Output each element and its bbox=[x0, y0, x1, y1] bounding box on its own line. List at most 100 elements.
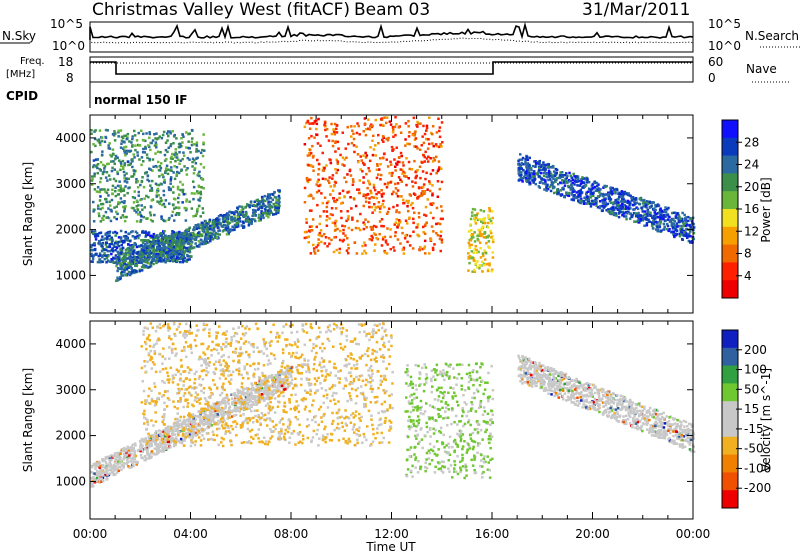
data-cell bbox=[401, 248, 404, 252]
data-cell bbox=[123, 215, 126, 219]
data-cell bbox=[603, 204, 606, 208]
data-cell bbox=[128, 263, 131, 266]
data-cell bbox=[394, 187, 398, 190]
data-cell bbox=[365, 172, 368, 176]
data-cell bbox=[237, 406, 241, 409]
data-cell bbox=[647, 218, 650, 222]
data-cell bbox=[128, 140, 131, 143]
data-cell bbox=[269, 200, 273, 204]
data-cell bbox=[680, 233, 683, 236]
data-cell bbox=[104, 128, 108, 132]
data-cell bbox=[200, 221, 204, 224]
data-cell bbox=[541, 182, 545, 185]
data-cell bbox=[303, 143, 307, 146]
data-cell bbox=[195, 147, 198, 151]
data-cell bbox=[340, 202, 343, 205]
data-cell bbox=[277, 384, 280, 387]
data-cell bbox=[367, 118, 370, 121]
data-cell bbox=[140, 251, 143, 255]
data-cell bbox=[312, 197, 315, 200]
data-cell bbox=[93, 137, 97, 141]
data-cell bbox=[195, 244, 199, 248]
data-cell bbox=[148, 454, 152, 457]
data-cell bbox=[95, 480, 98, 483]
data-cell bbox=[534, 163, 538, 166]
data-cell bbox=[105, 162, 109, 166]
data-cell bbox=[533, 177, 537, 181]
data-cell bbox=[487, 240, 491, 243]
data-cell bbox=[646, 210, 650, 213]
data-cell bbox=[348, 168, 352, 172]
data-cell bbox=[155, 449, 159, 453]
data-cell bbox=[407, 209, 410, 213]
data-cell bbox=[386, 165, 390, 168]
data-cell bbox=[271, 394, 275, 397]
data-cell bbox=[488, 207, 491, 210]
data-cell bbox=[664, 213, 668, 217]
data-cell bbox=[113, 157, 117, 161]
data-cell bbox=[422, 230, 425, 234]
data-cell bbox=[118, 458, 121, 462]
data-cell bbox=[637, 215, 640, 218]
data-cell bbox=[160, 248, 164, 251]
data-cell bbox=[319, 215, 322, 218]
data-cell bbox=[175, 174, 178, 177]
data-cell bbox=[281, 380, 284, 383]
data-cell bbox=[308, 225, 312, 228]
data-cell bbox=[361, 170, 364, 173]
data-cell bbox=[171, 258, 175, 262]
data-cell bbox=[525, 155, 529, 159]
data-cell bbox=[137, 204, 140, 207]
data-cell bbox=[180, 137, 183, 140]
data-cell bbox=[144, 235, 147, 238]
data-cell bbox=[425, 171, 428, 175]
data-cell bbox=[94, 463, 97, 467]
data-cell bbox=[421, 135, 424, 138]
data-cell bbox=[570, 193, 574, 196]
data-cell bbox=[324, 236, 328, 239]
data-cell bbox=[144, 438, 148, 442]
data-cell bbox=[194, 236, 198, 239]
data-cell bbox=[622, 207, 626, 210]
data-cell bbox=[259, 385, 263, 388]
data-cell bbox=[119, 248, 122, 251]
data-cell bbox=[631, 214, 634, 217]
data-cell bbox=[361, 252, 364, 255]
data-cell bbox=[179, 437, 183, 441]
data-cell bbox=[212, 222, 215, 226]
data-cell bbox=[155, 260, 158, 263]
data-cell bbox=[90, 249, 93, 252]
data-cell bbox=[129, 271, 132, 274]
ytick-label: 4000 bbox=[55, 131, 86, 145]
data-cell bbox=[172, 254, 175, 257]
data-cell bbox=[209, 422, 212, 425]
data-cell bbox=[121, 147, 125, 150]
data-cell bbox=[659, 222, 662, 225]
data-cell bbox=[594, 197, 598, 200]
data-cell bbox=[123, 174, 126, 177]
data-cell bbox=[122, 205, 125, 209]
data-cell bbox=[317, 167, 321, 171]
data-cell bbox=[546, 187, 550, 191]
data-cell bbox=[336, 227, 339, 231]
data-cell bbox=[127, 465, 130, 468]
data-cell bbox=[278, 190, 281, 194]
data-cell bbox=[303, 186, 307, 190]
data-cell bbox=[437, 168, 440, 171]
data-cell bbox=[553, 191, 556, 195]
data-cell bbox=[259, 217, 262, 221]
data-cell bbox=[218, 233, 221, 236]
data-cell bbox=[98, 260, 101, 263]
data-cell bbox=[621, 212, 625, 215]
data-cell bbox=[260, 386, 264, 390]
data-cell bbox=[158, 259, 162, 263]
data-cell bbox=[133, 134, 137, 137]
data-cell bbox=[313, 119, 317, 123]
data-cell bbox=[431, 160, 435, 163]
data-cell bbox=[349, 174, 353, 177]
data-cell bbox=[593, 180, 596, 183]
data-cell bbox=[329, 213, 333, 216]
data-cell bbox=[278, 189, 281, 192]
data-cell bbox=[224, 227, 227, 230]
data-cell bbox=[199, 196, 202, 200]
